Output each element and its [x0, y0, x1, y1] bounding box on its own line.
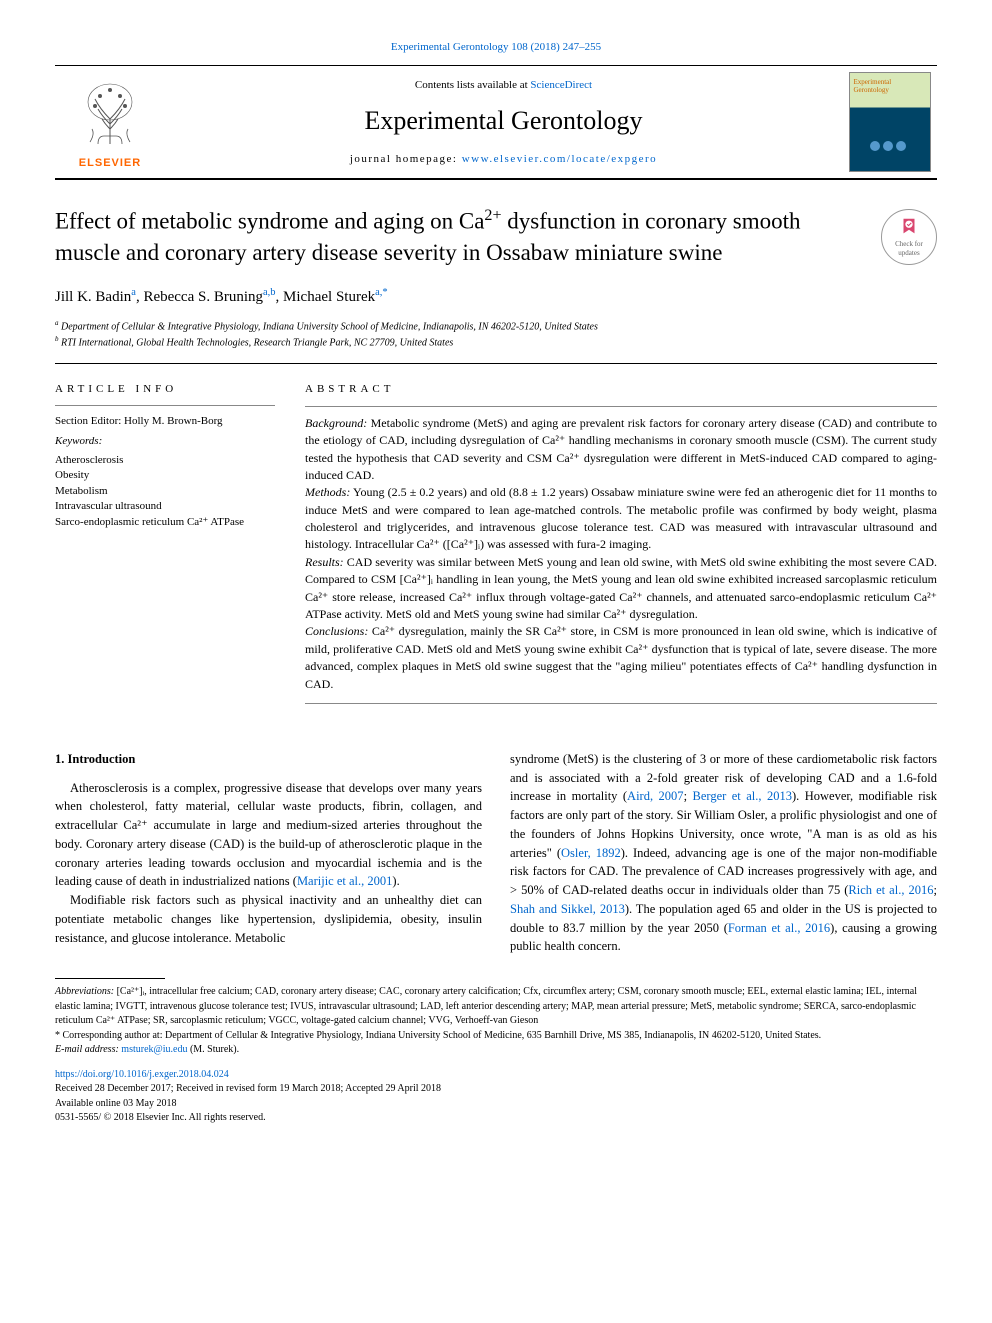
masthead: ELSEVIER Contents lists available at Sci…	[55, 65, 937, 180]
cover-title: Experimental Gerontology	[854, 79, 926, 94]
abs-results: CAD severity was similar between MetS yo…	[305, 555, 937, 621]
footer: Abbreviations: [Ca²⁺]ᵢ, intracellular fr…	[55, 978, 937, 1126]
body-col-left: 1. Introduction Atherosclerosis is a com…	[55, 750, 482, 956]
email-link[interactable]: msturek@iu.edu	[121, 1044, 187, 1055]
abs-background: Metabolic syndrome (MetS) and aging are …	[305, 416, 937, 482]
citation-link[interactable]: Rich et al., 2016	[848, 883, 933, 897]
citation-link[interactable]: Marijic et al., 2001	[297, 874, 392, 888]
homepage-link[interactable]: www.elsevier.com/locate/expgero	[462, 153, 657, 165]
article-title: Effect of metabolic syndrome and aging o…	[55, 205, 861, 268]
abs-results-label: Results:	[305, 555, 344, 569]
citation-link[interactable]: Berger et al., 2013	[693, 789, 792, 803]
keyword-item: Sarco-endoplasmic reticulum Ca²⁺ ATPase	[55, 515, 275, 530]
abs-conclusions: Ca²⁺ dysregulation, mainly the SR Ca²⁺ s…	[305, 624, 937, 690]
keyword-item: Obesity	[55, 468, 275, 483]
citation-link[interactable]: Forman et al., 2016	[728, 921, 830, 935]
affiliations: a Department of Cellular & Integrative P…	[55, 318, 937, 351]
abs-methods: Young (2.5 ± 0.2 years) and old (8.8 ± 1…	[305, 485, 937, 551]
masthead-center: Contents lists available at ScienceDirec…	[165, 66, 842, 178]
check-updates-l1: Check for	[895, 240, 923, 250]
keywords-list: AtherosclerosisObesityMetabolismIntravas…	[55, 453, 275, 530]
email-who: (M. Sturek).	[190, 1044, 239, 1055]
homepage-line: journal homepage: www.elsevier.com/locat…	[165, 152, 842, 167]
article-info-column: ARTICLE INFO Section Editor: Holly M. Br…	[55, 382, 275, 712]
elsevier-tree-icon	[70, 74, 150, 154]
corr-label: * Corresponding author at:	[55, 1030, 162, 1041]
keyword-item: Metabolism	[55, 484, 275, 499]
body-paragraph: Modifiable risk factors such as physical…	[55, 891, 482, 947]
affiliation-line: a Department of Cellular & Integrative P…	[55, 318, 937, 334]
check-updates-badge[interactable]: Check for updates	[881, 209, 937, 265]
keyword-item: Intravascular ultrasound	[55, 499, 275, 514]
article-info-heading: ARTICLE INFO	[55, 382, 275, 397]
citation-link[interactable]: Osler, 1892	[561, 846, 621, 860]
rule-after-affil	[55, 363, 937, 364]
abs-background-label: Background:	[305, 416, 367, 430]
sciencedirect-link[interactable]: ScienceDirect	[530, 79, 592, 91]
available-line: Available online 03 May 2018	[55, 1097, 937, 1112]
citation-link[interactable]: Shah and Sikkel, 2013	[510, 902, 625, 916]
contents-prefix: Contents lists available at	[415, 79, 530, 91]
abs-conclusions-label: Conclusions:	[305, 624, 368, 638]
elsevier-wordmark: ELSEVIER	[79, 156, 141, 171]
journal-cover-icon: Experimental Gerontology	[849, 72, 931, 172]
abstract-column: ABSTRACT Background: Metabolic syndrome …	[305, 382, 937, 712]
corr-text: Department of Cellular & Integrative Phy…	[165, 1030, 821, 1041]
authors-line: Jill K. Badina, Rebecca S. Bruninga,b, M…	[55, 286, 937, 308]
body-paragraph: syndrome (MetS) is the clustering of 3 o…	[510, 750, 937, 956]
publisher-logo-block: ELSEVIER	[55, 66, 165, 178]
received-line: Received 28 December 2017; Received in r…	[55, 1082, 937, 1097]
journal-name: Experimental Gerontology	[165, 103, 842, 139]
section-editor-label: Section Editor:	[55, 415, 121, 427]
keywords-label: Keywords:	[55, 434, 275, 449]
journal-cover-block: Experimental Gerontology	[842, 66, 937, 178]
homepage-prefix: journal homepage:	[350, 153, 462, 165]
section-1-heading: 1. Introduction	[55, 750, 482, 769]
abbrev-label: Abbreviations:	[55, 986, 114, 997]
section-editor: Holly M. Brown-Borg	[124, 415, 223, 427]
citation-link[interactable]: Aird, 2007	[627, 789, 684, 803]
copyright-line: 0531-5565/ © 2018 Elsevier Inc. All righ…	[55, 1111, 937, 1126]
abstract-heading: ABSTRACT	[305, 382, 937, 398]
header-citation[interactable]: Experimental Gerontology 108 (2018) 247–…	[55, 40, 937, 55]
contents-line: Contents lists available at ScienceDirec…	[165, 78, 842, 93]
check-updates-l2: updates	[898, 249, 919, 259]
bookmark-check-icon	[898, 216, 920, 238]
body-col-right: syndrome (MetS) is the clustering of 3 o…	[510, 750, 937, 956]
affiliation-line: b RTI International, Global Health Techn…	[55, 334, 937, 350]
abs-methods-label: Methods:	[305, 485, 350, 499]
abbrev-text: [Ca²⁺]ᵢ, intracellular free calcium; CAD…	[55, 986, 917, 1026]
doi-link[interactable]: https://doi.org/10.1016/j.exger.2018.04.…	[55, 1068, 937, 1083]
keyword-item: Atherosclerosis	[55, 453, 275, 468]
body-paragraph: Atherosclerosis is a complex, progressiv…	[55, 779, 482, 892]
body-columns: 1. Introduction Atherosclerosis is a com…	[55, 750, 937, 956]
email-label: E-mail address:	[55, 1044, 119, 1055]
